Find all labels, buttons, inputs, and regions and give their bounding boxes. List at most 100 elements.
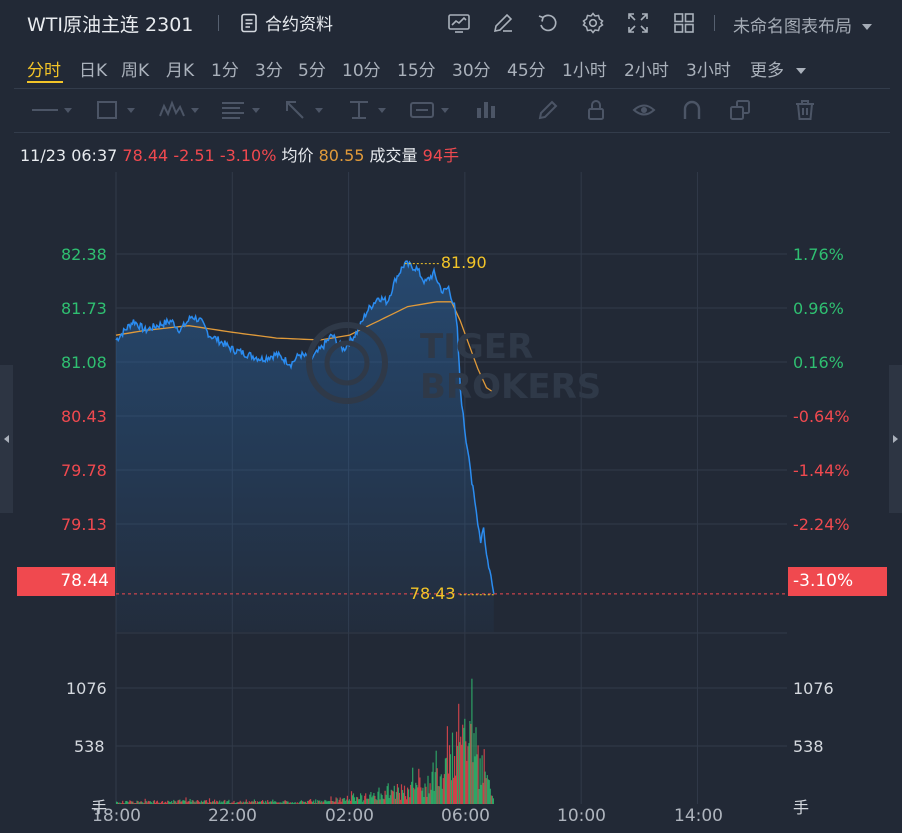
volume-bar [195,801,197,804]
avg-price-value: 80.55 [318,146,365,165]
volume-bar [280,802,282,804]
volume-bar [386,786,388,804]
period-tab[interactable]: 15分 [397,61,436,81]
volume-bar [354,801,357,804]
volume-bar [457,745,459,804]
period-tab[interactable]: 3分 [255,61,283,81]
fullscreen-icon[interactable] [626,11,650,35]
refresh-icon[interactable] [536,11,560,35]
volume-bar [259,801,261,804]
volume-bar [228,799,230,804]
symbol-title[interactable]: WTI原油主连 2301 [27,14,194,36]
settings-icon[interactable] [581,11,605,35]
clone-icon[interactable] [728,98,752,122]
chart-icon[interactable] [447,11,471,35]
volume-bar [389,795,391,804]
volume-bar [296,802,298,804]
period-tab[interactable]: 月K [166,61,195,81]
intraday-chart[interactable] [0,172,902,812]
volume-bar [141,801,143,804]
volume-bar [149,801,151,804]
volume-bar [129,800,131,804]
volume-bar [439,776,441,804]
volume-bar [331,801,333,804]
volume-bar [474,756,476,804]
text-tool-icon[interactable] [346,98,390,122]
volume-bar [247,803,249,804]
volume-bar [393,785,395,804]
label-tool-icon[interactable] [409,98,453,122]
contract-info-button[interactable]: 合约资料 [240,10,333,35]
volume-bar [476,754,478,804]
arrow-tool-icon[interactable] [283,98,327,122]
period-tab[interactable]: 1分 [211,61,239,81]
volume-bar [460,736,462,804]
magnet-icon[interactable] [680,98,704,122]
lock-icon[interactable] [584,98,608,122]
volume-bar [159,803,162,804]
scroll-right-handle[interactable] [889,365,902,513]
volume-bar [262,800,264,804]
volume-bar [387,783,389,804]
volume-bar [150,802,152,804]
volume-bar [348,799,350,804]
volume-bar [398,792,400,804]
volume-bar [238,802,240,804]
volume-bar [281,803,283,804]
bars-tool-icon[interactable] [474,98,498,122]
layout-name: 未命名图表布局 [733,17,852,37]
volume-bar [212,801,214,804]
volume-bar [343,798,345,804]
volume-bar [407,787,409,804]
volume-bar [250,801,252,804]
period-tab[interactable]: 1小时 [562,61,607,81]
time-axis-tick: 02:00 [325,806,374,826]
volume-bar [290,803,292,804]
scroll-left-handle[interactable] [0,365,13,513]
period-tab[interactable]: 2小时 [624,61,669,81]
volume-bar [378,787,380,804]
volume-bar [175,801,177,804]
more-periods-dropdown[interactable]: 更多 [750,56,807,81]
period-tab[interactable]: 10分 [342,61,381,81]
volume-bar [298,802,300,804]
period-tab[interactable]: 3小时 [686,61,731,81]
volume-bar [125,801,127,804]
volume-bar [122,800,124,804]
volume-bar [388,798,390,804]
rect-tool-icon[interactable] [95,98,139,122]
period-tab[interactable]: 30分 [452,61,491,81]
volume-bar [220,802,222,804]
volume-bar [472,762,474,804]
volume-bar [435,750,437,804]
volume-bar [350,791,353,804]
time-axis-tick: 14:00 [674,806,723,826]
period-tab[interactable]: 45分 [507,61,546,81]
period-tab[interactable]: 分时 [27,61,61,81]
volume-bar [266,802,268,804]
volume-bar [172,803,174,804]
period-tab[interactable]: 周K [121,61,150,81]
volume-bars [116,678,494,804]
edit-icon[interactable] [491,11,515,35]
volume-bar [198,801,200,804]
volume-bar [230,803,232,804]
line-tool-icon[interactable] [30,98,74,122]
volume-bar [356,796,358,804]
volume-bar [454,756,456,804]
fib-tool-icon[interactable] [220,98,264,122]
trash-icon[interactable] [793,98,817,122]
volume-bar [184,800,186,804]
volume-bar [274,801,276,804]
eye-icon[interactable] [632,98,656,122]
volume-bar [483,749,485,804]
volume-bar [384,790,386,804]
pencil-icon[interactable] [536,98,560,122]
wave-tool-icon[interactable] [158,98,202,122]
period-tab[interactable]: 5分 [298,61,326,81]
layout-dropdown[interactable]: 未命名图表布局 [733,12,873,37]
grid-icon[interactable] [672,11,696,35]
volume-bar [338,799,340,804]
volume-bar [333,801,335,804]
period-tab[interactable]: 日K [79,61,108,81]
